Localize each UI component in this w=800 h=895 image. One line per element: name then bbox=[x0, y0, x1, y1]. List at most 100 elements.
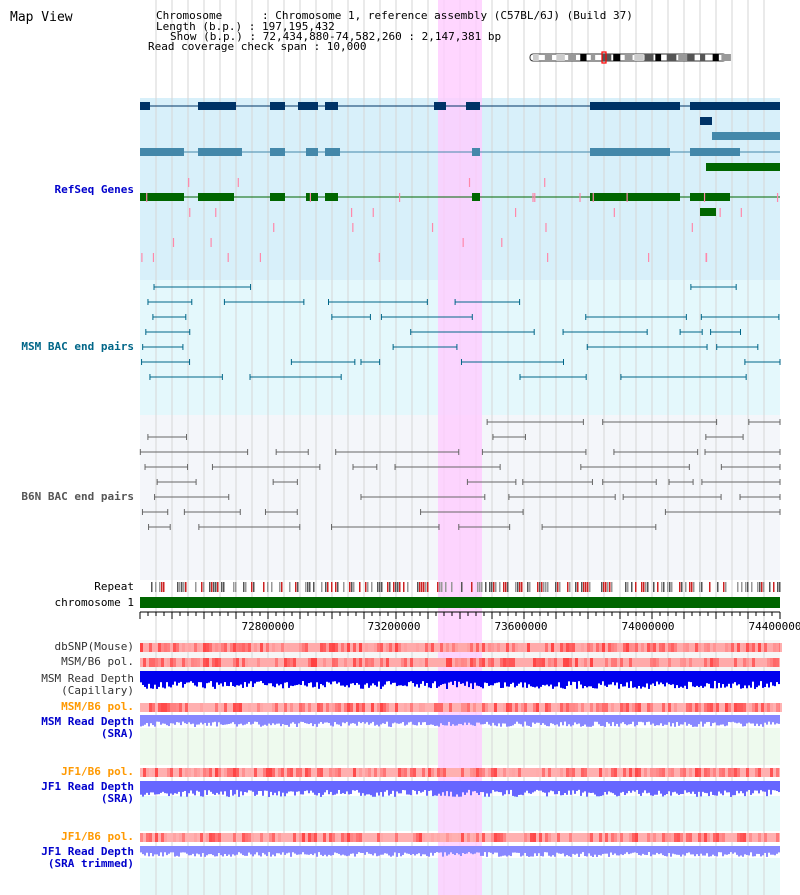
jf1-depth-trimmed-bar bbox=[390, 846, 392, 857]
msm-pol-heat-cell bbox=[167, 658, 170, 667]
jf1-pol-heat-cell bbox=[731, 768, 734, 777]
msm-depth-sra-bar bbox=[766, 715, 768, 725]
msm-depth-capillary-bar bbox=[358, 671, 360, 685]
track-label-refseq-genes[interactable]: RefSeq Genes bbox=[54, 183, 134, 196]
track-label-msm-depth-sra[interactable]: MSM Read Depth (SRA) bbox=[41, 715, 134, 740]
msm-pol-heat-cell bbox=[365, 658, 368, 667]
msm-depth-capillary-bar bbox=[378, 671, 380, 682]
dbsnp-heat-cell bbox=[326, 643, 329, 652]
jf1-depth-sra-bar bbox=[534, 781, 536, 792]
msm-pol-sra-heat-cell bbox=[752, 703, 755, 712]
msm-pol-sra-heat-cell bbox=[566, 703, 569, 712]
jf1-depth-sra-bar bbox=[442, 781, 444, 793]
track-label-b6n-bac[interactable]: B6N BAC end pairs bbox=[21, 490, 134, 503]
jf1-depth-trimmed-bar bbox=[174, 846, 176, 857]
jf1-pol-trim-heat-cell bbox=[722, 833, 725, 842]
msm-depth-capillary-bar bbox=[272, 671, 274, 687]
jf1-pol-trim-heat-cell bbox=[749, 833, 752, 842]
jf1-depth-sra-bar bbox=[374, 781, 376, 797]
jf1-depth-sra-bar bbox=[318, 781, 320, 794]
msm-pol-heat-cell bbox=[353, 658, 356, 667]
repeat-element bbox=[603, 582, 605, 592]
jf1-depth-sra-bar bbox=[752, 781, 754, 794]
msm-depth-capillary-bar bbox=[762, 671, 764, 688]
jf1-depth-sra-bar bbox=[140, 781, 142, 795]
dbsnp-heat-cell bbox=[515, 643, 518, 652]
msm-depth-capillary-bar bbox=[298, 671, 300, 685]
jf1-depth-sra-bar bbox=[378, 781, 380, 796]
msm-pol-sra-heat-cell bbox=[761, 703, 764, 712]
jf1-depth-trimmed-bar bbox=[546, 846, 548, 853]
jf1-depth-sra-bar bbox=[276, 781, 278, 796]
msm-depth-sra-bar bbox=[506, 715, 508, 727]
jf1-depth-sra-bar bbox=[438, 781, 440, 794]
msm-depth-sra-bar bbox=[750, 715, 752, 724]
jf1-depth-trimmed-bar bbox=[164, 846, 166, 853]
msm-depth-capillary-bar bbox=[384, 671, 386, 685]
dbsnp-heat-cell bbox=[161, 643, 164, 652]
jf1-depth-trimmed-bar bbox=[526, 846, 528, 857]
jf1-depth-sra-bar bbox=[690, 781, 692, 794]
jf1-depth-trimmed-bar bbox=[562, 846, 564, 854]
jf1-depth-sra-bar bbox=[282, 781, 284, 793]
jf1-depth-sra-bar bbox=[558, 781, 560, 792]
jf1-pol-trim-heat-cell bbox=[632, 833, 635, 842]
msm-depth-capillary-bar bbox=[654, 671, 656, 687]
track-label-msm-b6-pol-1[interactable]: MSM/B6 pol. bbox=[61, 655, 134, 668]
jf1-depth-trimmed-bar bbox=[736, 846, 738, 855]
msm-pol-heat-cell bbox=[455, 658, 458, 667]
track-label-jf1-b6-pol-2[interactable]: JF1/B6 pol. bbox=[61, 830, 134, 843]
track-label-msm-b6-pol-2[interactable]: MSM/B6 pol. bbox=[61, 700, 134, 713]
repeat-element bbox=[263, 582, 265, 592]
track-label-dbsnp[interactable]: dbSNP(Mouse) bbox=[54, 640, 134, 653]
msm-depth-sra-bar bbox=[672, 715, 674, 724]
jf1-depth-sra-bar bbox=[582, 781, 584, 793]
jf1-depth-trimmed-bar bbox=[558, 846, 560, 854]
track-label-chromosome[interactable]: chromosome 1 bbox=[54, 596, 134, 609]
jf1-depth-trimmed-bar bbox=[506, 846, 508, 857]
jf1-depth-trimmed-bar bbox=[534, 846, 536, 854]
msm-depth-sra-bar bbox=[666, 715, 668, 725]
msm-pol-heat-cell bbox=[152, 658, 155, 667]
msm-depth-sra-bar bbox=[530, 715, 532, 727]
jf1-depth-trimmed-bar bbox=[604, 846, 606, 854]
track-label-msm-bac[interactable]: MSM BAC end pairs bbox=[21, 340, 134, 353]
msm-depth-sra-bar bbox=[588, 715, 590, 727]
jf1-depth-trimmed-bar bbox=[666, 846, 668, 857]
jf1-depth-trimmed-bar bbox=[654, 846, 656, 855]
msm-depth-capillary-bar bbox=[642, 671, 644, 687]
jf1-pol-trim-heat-cell bbox=[413, 833, 416, 842]
msm-depth-sra-bar bbox=[650, 715, 652, 725]
msm-depth-sra-bar bbox=[488, 715, 490, 725]
jf1-pol-heat-cell bbox=[473, 768, 476, 777]
track-label-jf1-b6-pol-1[interactable]: JF1/B6 pol. bbox=[61, 765, 134, 778]
track-label-repeat[interactable]: Repeat bbox=[94, 580, 134, 593]
jf1-depth-sra-bar bbox=[384, 781, 386, 792]
msm-pol-heat-cell bbox=[563, 658, 566, 667]
msm-pol-heat-cell bbox=[479, 658, 482, 667]
jf1-pol-trim-heat-cell bbox=[707, 833, 710, 842]
track-label-jf1-depth-sra[interactable]: JF1 Read Depth (SRA) bbox=[41, 780, 134, 805]
msm-pol-sra-heat-cell bbox=[635, 703, 638, 712]
track-label-msm-depth-capillary[interactable]: MSM Read Depth (Capillary) bbox=[41, 672, 134, 697]
ideogram-band bbox=[544, 54, 553, 61]
msm-depth-sra-bar bbox=[252, 715, 254, 724]
repeat-element bbox=[181, 582, 183, 592]
msm-depth-sra-bar bbox=[476, 715, 478, 723]
track-label-jf1-depth-trimmed[interactable]: JF1 Read Depth (SRA trimmed) bbox=[41, 845, 134, 870]
jf1-depth-trimmed-bar bbox=[450, 846, 452, 853]
jf1-pol-trim-heat-cell bbox=[587, 833, 590, 842]
msm-depth-capillary-bar bbox=[474, 671, 476, 683]
dbsnp-heat-cell bbox=[395, 643, 398, 652]
msm-depth-sra-bar bbox=[484, 715, 486, 724]
msm-pol-heat-cell bbox=[170, 658, 173, 667]
dbsnp-heat-cell bbox=[455, 643, 458, 652]
jf1-depth-sra-bar bbox=[184, 781, 186, 791]
dbsnp-heat-cell bbox=[599, 643, 602, 652]
msm-depth-sra-bar bbox=[504, 715, 506, 724]
msm-depth-sra-bar bbox=[482, 715, 484, 725]
jf1-pol-heat-cell bbox=[401, 768, 404, 777]
jf1-depth-trimmed-bar bbox=[726, 846, 728, 855]
dbsnp-heat-cell bbox=[275, 643, 278, 652]
